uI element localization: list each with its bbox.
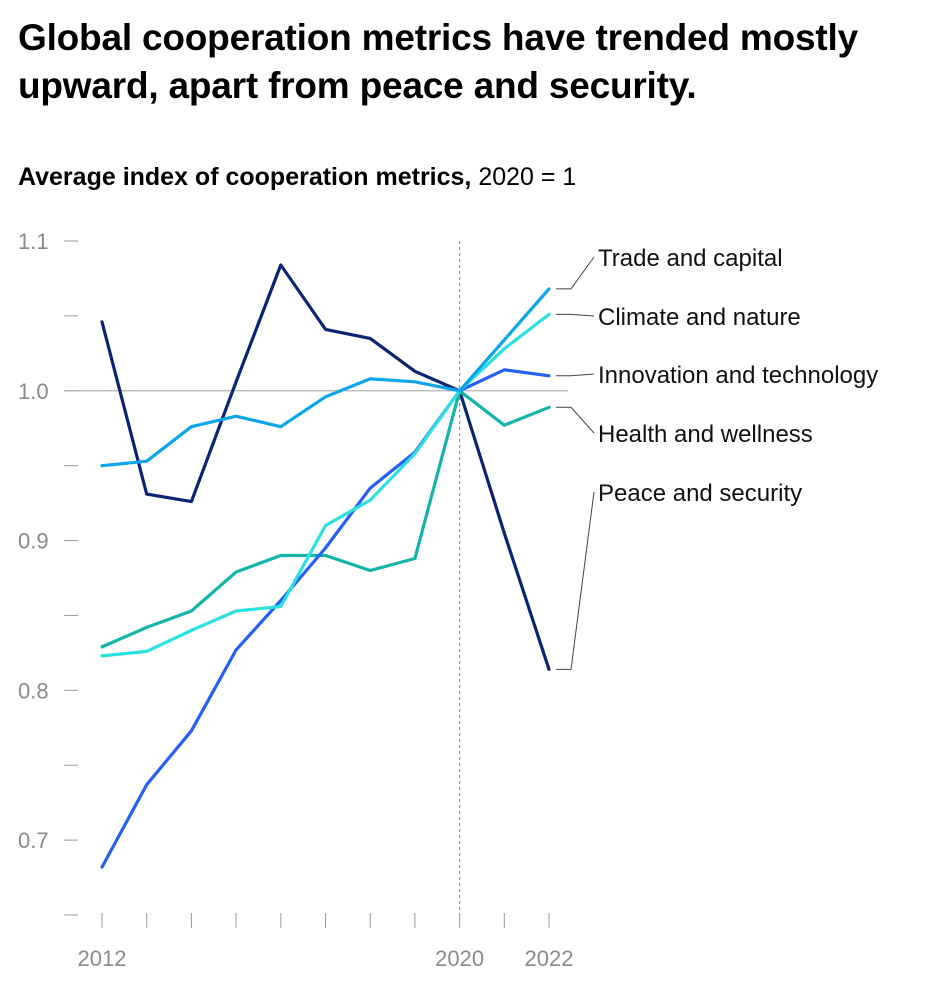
y-tick-label: 0.9	[18, 529, 49, 554]
series-label-peace-and-security: Peace and security	[598, 480, 802, 507]
leader-line-health-and-wellness	[556, 406, 595, 434]
series-label-innovation-and-technology: Innovation and technology	[598, 362, 878, 389]
axes: 1.1 1.0 0.9 0.8 0.7 2012 2020 2022	[18, 229, 573, 971]
x-tick-label: 2012	[78, 946, 127, 971]
subtitle-unit: 2020 = 1	[478, 163, 577, 191]
y-tick-label: 0.7	[18, 828, 49, 853]
series-line-health-and-wellness	[100, 389, 551, 649]
leader-line-innovation-and-technology	[556, 373, 595, 377]
series-label-trade-and-capital: Trade and capital	[598, 245, 783, 272]
series-labels: Trade and capital Climate and nature Innov…	[556, 245, 878, 670]
y-tick-label: 1.0	[18, 379, 49, 404]
leader-line-climate-and-nature	[556, 313, 595, 317]
y-tick-label: 1.1	[18, 229, 49, 254]
series-lines	[100, 263, 551, 869]
chart-subtitle: Average index of cooperation metrics, 20…	[18, 160, 576, 194]
subtitle-measure: Average index of cooperation metrics,	[18, 163, 472, 191]
series-line-climate-and-nature	[100, 312, 551, 658]
x-tick-label: 2020	[435, 946, 484, 971]
series-line-innovation-and-technology	[100, 368, 551, 869]
series-label-climate-and-nature: Climate and nature	[598, 304, 801, 331]
leader-line-peace-and-security	[556, 491, 595, 670]
chart-title: Global cooperation metrics have trended …	[18, 17, 858, 106]
y-tick-label: 0.8	[18, 678, 49, 703]
series-line-peace-and-security	[100, 263, 551, 672]
leader-line-trade-and-capital	[556, 256, 595, 290]
series-line-trade-and-capital	[100, 287, 551, 468]
x-tick-label: 2022	[525, 946, 574, 971]
series-label-health-and-wellness: Health and wellness	[598, 421, 813, 448]
